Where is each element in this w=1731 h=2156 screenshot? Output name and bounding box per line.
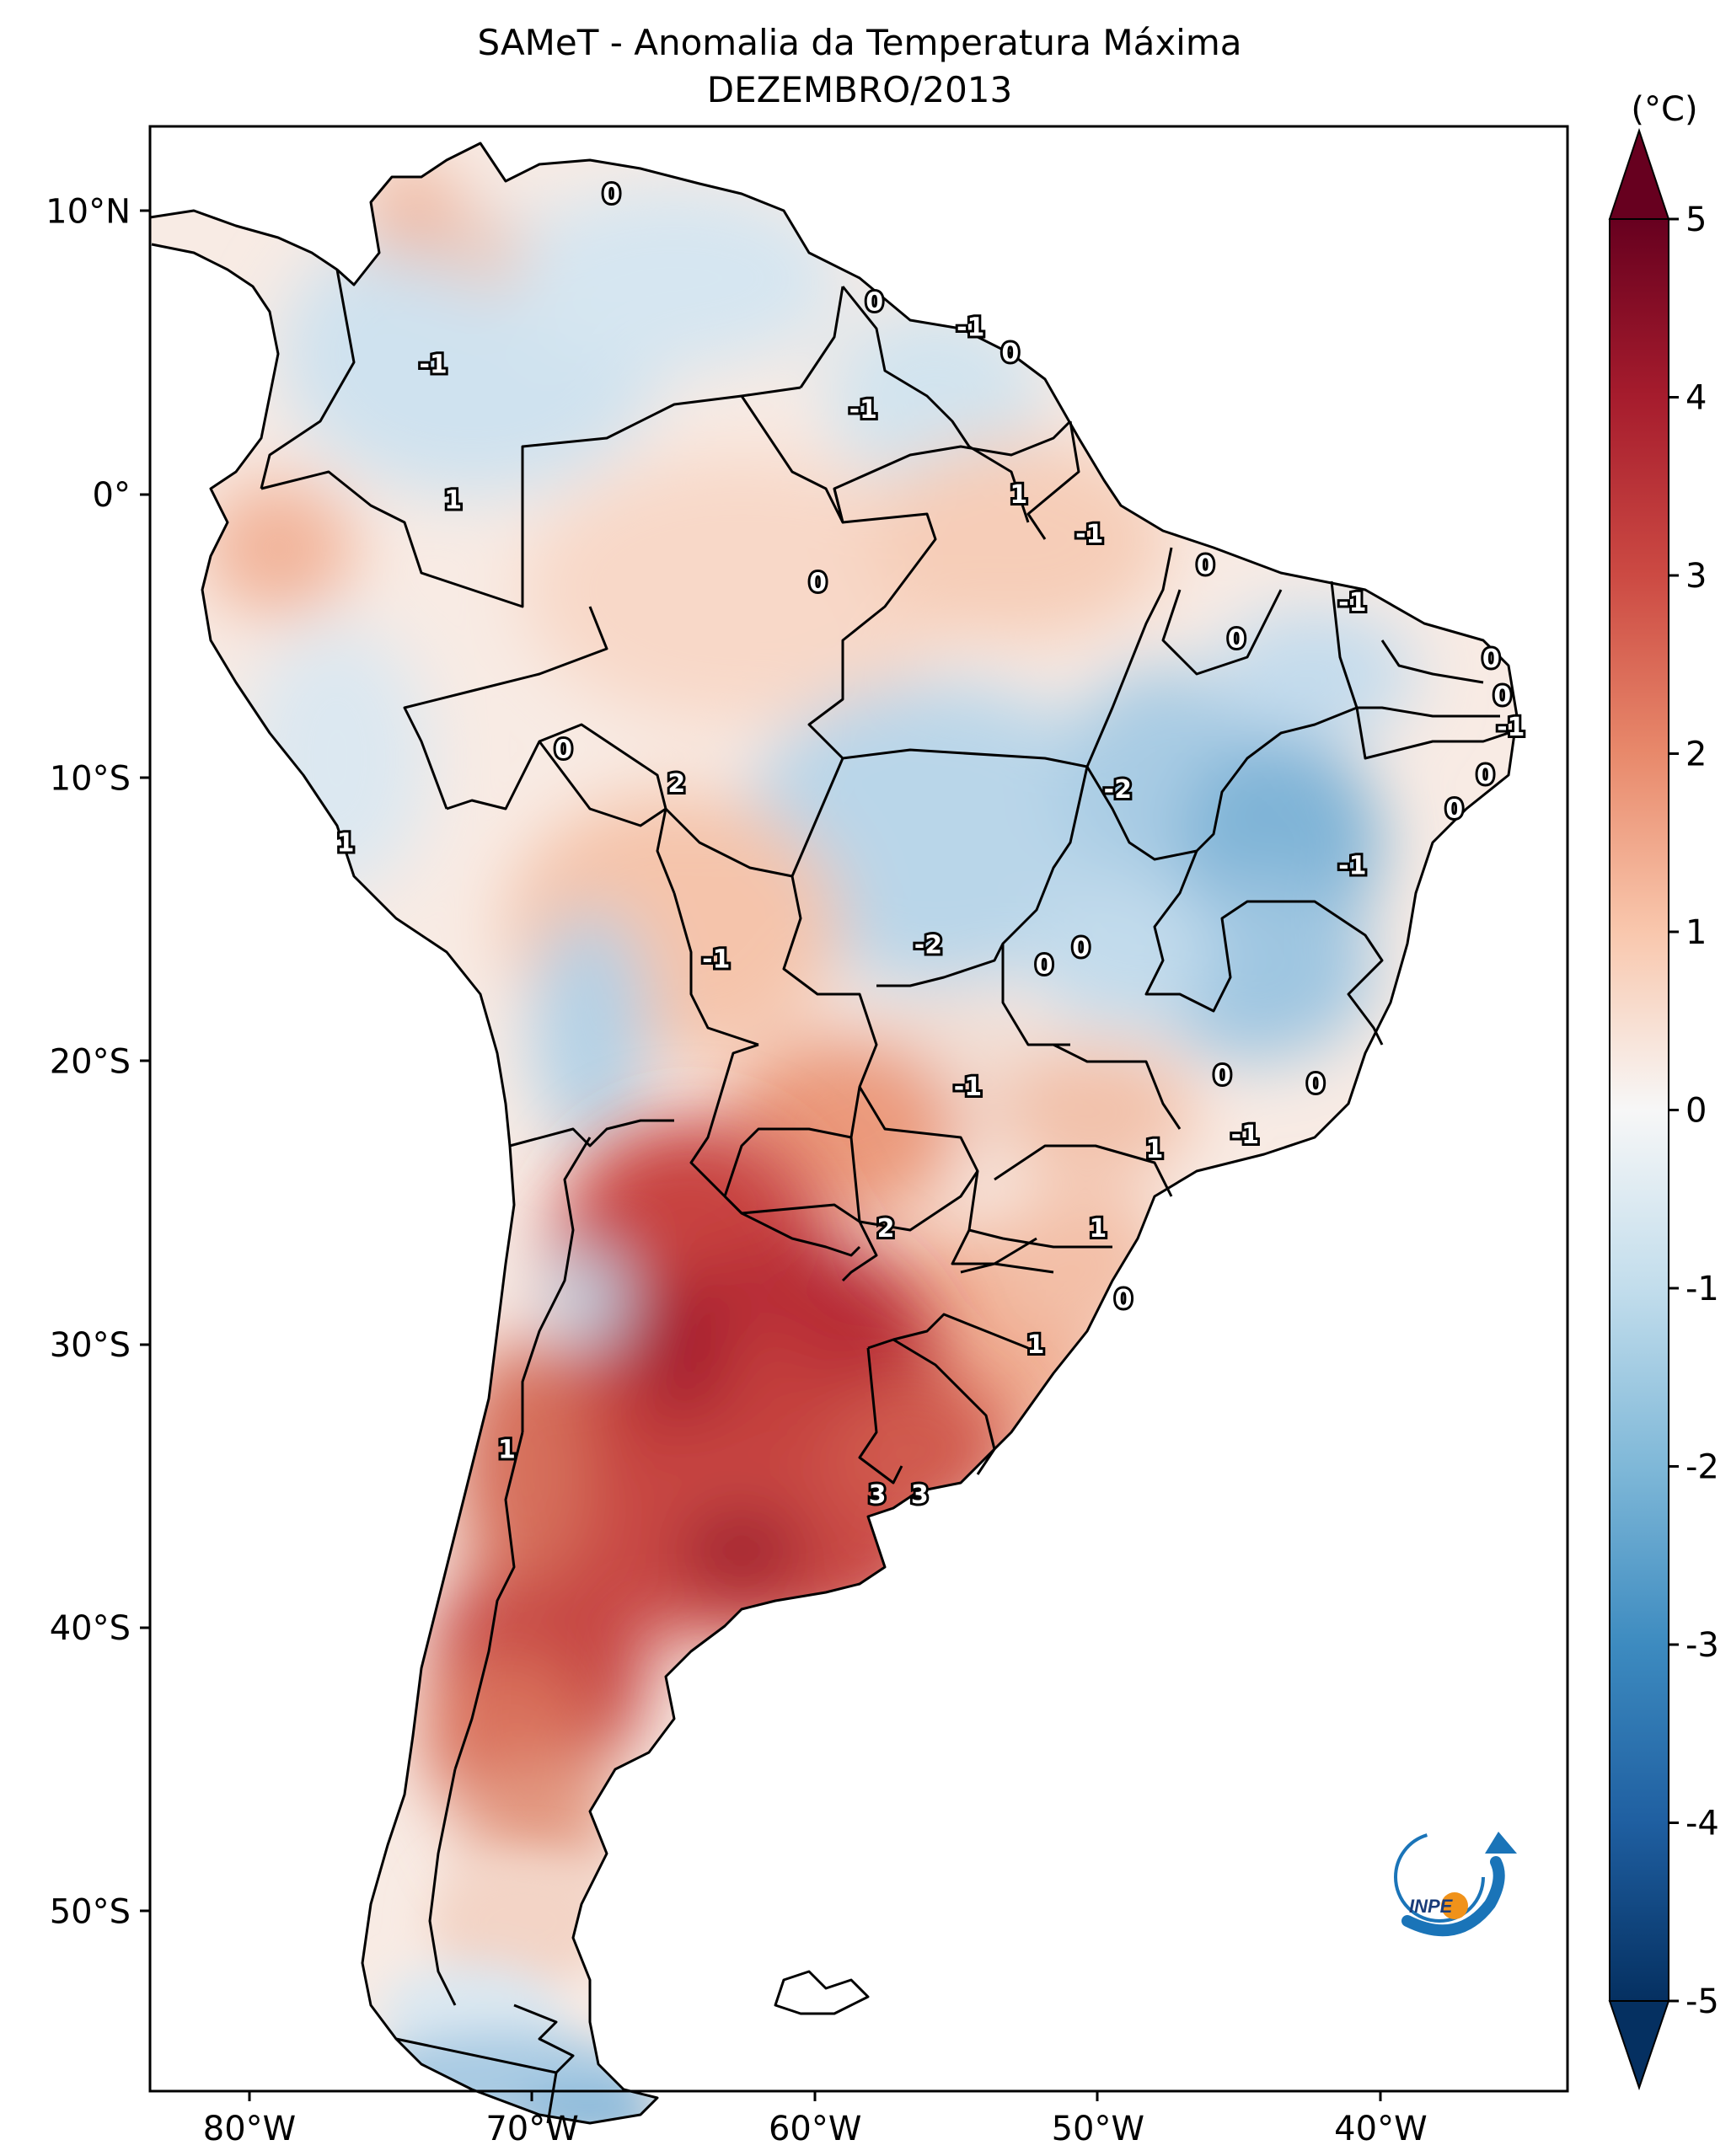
colorbar-unit: (°C) <box>1631 90 1697 129</box>
contour-label: 0 <box>809 568 827 597</box>
colorbar-tick-label: -1 <box>1685 1270 1719 1308</box>
contour-label: 0 <box>1307 1070 1325 1099</box>
colorbar-tick-label: 5 <box>1685 201 1707 239</box>
contour-label: -1 <box>1075 520 1103 549</box>
y-tick-label: 50°S <box>50 1893 131 1932</box>
colorbar-tick-label: 0 <box>1685 1092 1707 1131</box>
contour-label: 1 <box>1145 1135 1163 1164</box>
x-tick-label: 70°W <box>485 2110 578 2148</box>
colorbar-ticks: 5 4 3 2 1 0 -1 -2 -3 -4 -5 <box>1669 201 1719 2021</box>
contour-label: 0 <box>1001 339 1019 368</box>
contour-label: -2 <box>1104 775 1132 805</box>
logo-arrow <box>1485 1832 1517 1854</box>
contour-label: 0 <box>1482 645 1500 674</box>
contour-label: -1 <box>1338 852 1366 881</box>
map-title: SAMeT - Anomalia da Temperatura Máxima <box>477 22 1242 63</box>
contour-label: -1 <box>957 313 984 343</box>
logo-swoosh <box>1401 1856 1505 1937</box>
colorbar-tick-label: 3 <box>1685 557 1707 596</box>
contour-label: 3 <box>911 1480 929 1510</box>
axis-ticks <box>140 209 1382 2101</box>
contour-label: 0 <box>1493 682 1511 711</box>
contour-label: 0 <box>1214 1061 1231 1090</box>
colorbar: (°C) 5 4 3 2 1 0 -1 -2 -3 -4 -5 <box>1608 90 1719 2091</box>
contour-label: 1 <box>1089 1214 1107 1244</box>
contour-label: -2 <box>914 931 942 960</box>
colorbar-min-arrow <box>1608 2000 1670 2091</box>
y-tick-label: 30°S <box>50 1326 131 1365</box>
contour-label: 2 <box>667 769 685 799</box>
colorbar-tick-label: -3 <box>1685 1626 1719 1665</box>
contour-label: 0 <box>1197 551 1214 580</box>
contour-label: 0 <box>1476 761 1494 790</box>
colorbar-tick-label: -5 <box>1685 1982 1719 2021</box>
contour-label: 0 <box>1445 794 1463 824</box>
contour-label: 1 <box>337 829 355 859</box>
contour-label: -1 <box>419 350 447 379</box>
contour-label: 0 <box>1115 1285 1133 1314</box>
inpe-logo: INPE <box>1394 1832 1517 1937</box>
logo-ring <box>1394 1832 1485 1923</box>
colorbar-tick-label: 2 <box>1685 736 1707 774</box>
contour-label: 3 <box>869 1480 887 1510</box>
logo-orange-dot <box>1441 1892 1468 1919</box>
country-borders <box>149 142 1519 2125</box>
contour-label: -1 <box>702 945 730 975</box>
y-tick-label: 20°S <box>50 1043 131 1082</box>
colorbar-tick-label: -4 <box>1685 1805 1719 1843</box>
contour-label: 1 <box>498 1435 516 1464</box>
contour-label: -1 <box>954 1073 982 1102</box>
contour-label: 0 <box>603 180 620 210</box>
contour-label: 0 <box>1072 934 1090 963</box>
contour-label: -1 <box>849 395 877 425</box>
map-frame <box>148 125 1569 2093</box>
x-tick-label: 50°W <box>1052 2110 1144 2148</box>
contour-label: 0 <box>1228 625 1246 655</box>
x-axis-tick-labels: 80°W 70°W 60°W 50°W 40°W <box>203 2110 1428 2148</box>
x-tick-label: 60°W <box>769 2110 861 2148</box>
contour-label: 1 <box>1010 480 1027 510</box>
contour-label: 0 <box>555 736 572 765</box>
contour-label: -1 <box>1231 1121 1259 1150</box>
colorbar-tick-label: -2 <box>1685 1448 1719 1487</box>
y-tick-label: 0° <box>93 476 131 515</box>
x-tick-label: 40°W <box>1334 2110 1427 2148</box>
contour-label: -1 <box>1497 713 1525 742</box>
contour-label: 1 <box>1027 1330 1045 1360</box>
contour-label: -1 <box>1338 588 1366 618</box>
colorbar-max-arrow <box>1608 127 1670 220</box>
y-tick-label: 10°S <box>50 759 131 798</box>
y-axis-tick-labels: 10°N 0° 10°S 20°S 30°S 40°S 50°S <box>46 193 131 1932</box>
colorbar-bar <box>1609 218 1669 2002</box>
contour-label: 0 <box>1036 950 1053 980</box>
logo-text: INPE <box>1409 1896 1454 1917</box>
contour-label: 1 <box>444 486 462 516</box>
contour-label: 2 <box>877 1214 895 1244</box>
colorbar-tick-label: 1 <box>1685 913 1707 952</box>
x-tick-label: 80°W <box>203 2110 296 2148</box>
map-subtitle: DEZEMBRO/2013 <box>706 69 1013 110</box>
y-tick-label: 40°S <box>50 1609 131 1648</box>
colorbar-tick-label: 4 <box>1685 379 1707 418</box>
contour-label: 0 <box>866 287 883 317</box>
y-tick-label: 10°N <box>46 193 131 232</box>
